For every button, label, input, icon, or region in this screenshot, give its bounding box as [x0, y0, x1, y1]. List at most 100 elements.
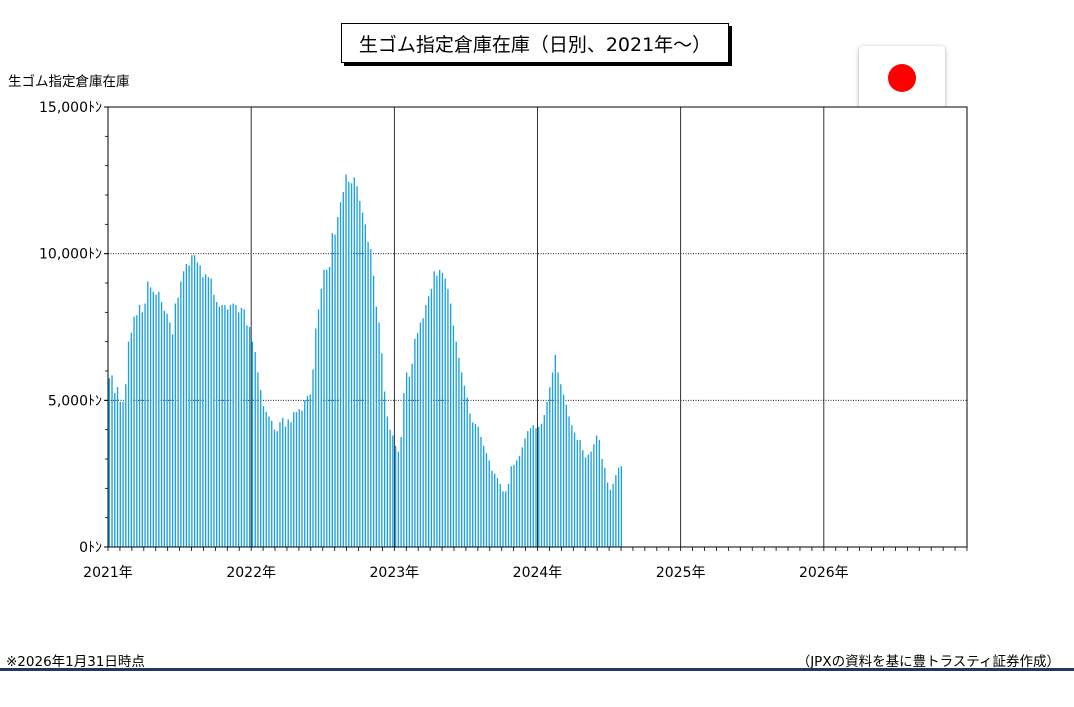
- bar: [372, 275, 375, 547]
- bar: [441, 272, 444, 547]
- bar: [342, 192, 344, 548]
- bar: [540, 423, 543, 547]
- x-tick-label: 2025年: [656, 565, 706, 581]
- flag-disc: [888, 64, 916, 92]
- bar: [273, 429, 276, 547]
- bar: [403, 393, 405, 547]
- bar: [383, 391, 386, 547]
- bar: [518, 456, 521, 547]
- bar: [546, 401, 548, 547]
- bar: [232, 303, 234, 547]
- bar: [108, 378, 110, 547]
- bar: [494, 473, 496, 547]
- bar: [381, 353, 383, 547]
- bar: [532, 425, 534, 547]
- bar: [111, 375, 113, 547]
- bar: [461, 372, 463, 547]
- bar: [262, 406, 265, 547]
- bar: [265, 412, 267, 547]
- bar: [224, 305, 226, 547]
- bar: [480, 437, 482, 547]
- bar: [345, 174, 347, 547]
- bar: [284, 426, 287, 547]
- bar: [516, 460, 518, 547]
- bar: [472, 422, 474, 547]
- bar: [364, 224, 367, 548]
- bar: [416, 332, 419, 547]
- bar: [505, 491, 507, 547]
- bar: [210, 278, 212, 547]
- bar: [392, 435, 394, 547]
- bar: [337, 217, 339, 547]
- bar: [359, 200, 361, 547]
- bar: [554, 354, 556, 547]
- bar: [430, 288, 433, 547]
- bar: [152, 291, 155, 547]
- bar: [571, 425, 573, 547]
- bar: [155, 294, 157, 547]
- chart-title: 生ゴム指定倉庫在庫（日別、2021年～）: [358, 33, 712, 56]
- bar: [320, 288, 322, 547]
- bar: [125, 384, 127, 547]
- bar: [282, 417, 284, 547]
- bar: [276, 431, 278, 547]
- bar: [356, 186, 358, 547]
- bar: [455, 341, 457, 547]
- bar: [620, 466, 623, 547]
- bar: [328, 266, 331, 547]
- bar: [593, 444, 595, 547]
- x-tick-label: 2024年: [513, 565, 563, 581]
- bar: [144, 303, 146, 547]
- bar: [141, 312, 143, 547]
- bar: [527, 431, 529, 547]
- bar: [293, 412, 295, 547]
- bar: [326, 269, 328, 547]
- chart-title-box: 生ゴム指定倉庫在庫（日別、2021年～）: [341, 23, 729, 63]
- bar: [196, 262, 199, 547]
- bar: [444, 278, 446, 547]
- bar: [240, 307, 243, 547]
- bar: [306, 395, 309, 547]
- bar: [215, 302, 218, 547]
- bar: [507, 483, 510, 547]
- bar: [218, 306, 221, 547]
- bar: [375, 306, 378, 547]
- bar: [595, 435, 598, 547]
- bar: [425, 305, 427, 547]
- bar: [207, 277, 210, 547]
- bar: [568, 416, 570, 547]
- bar: [582, 450, 584, 547]
- bar: [257, 372, 259, 547]
- bar: [604, 467, 606, 547]
- bar: [565, 404, 567, 547]
- bar: [447, 288, 449, 547]
- footer-divider: [0, 668, 1074, 671]
- bar: [576, 439, 578, 547]
- bar: [433, 271, 435, 547]
- bar: [246, 325, 248, 547]
- bar: [149, 287, 152, 547]
- bar: [502, 491, 504, 547]
- bar: [436, 275, 438, 547]
- bar: [449, 303, 452, 547]
- bar: [260, 390, 262, 547]
- bar: [185, 263, 188, 547]
- bar: [290, 422, 292, 547]
- y-tick-label: 10,000ﾄﾝ: [39, 247, 102, 263]
- bar: [488, 460, 490, 547]
- bar: [334, 234, 336, 547]
- bar: [323, 269, 325, 547]
- bar: [254, 351, 256, 547]
- bar: [238, 312, 240, 547]
- x-tick-label: 2021年: [83, 565, 133, 581]
- bar: [427, 296, 430, 547]
- bar: [601, 459, 603, 547]
- bar: [166, 313, 168, 547]
- bar: [127, 341, 130, 547]
- japan-flag-icon: [859, 46, 945, 110]
- bar: [524, 438, 526, 547]
- y-tick-label: 5,000ﾄﾝ: [48, 393, 102, 409]
- x-tick-label: 2026年: [799, 565, 849, 581]
- bar: [315, 328, 317, 547]
